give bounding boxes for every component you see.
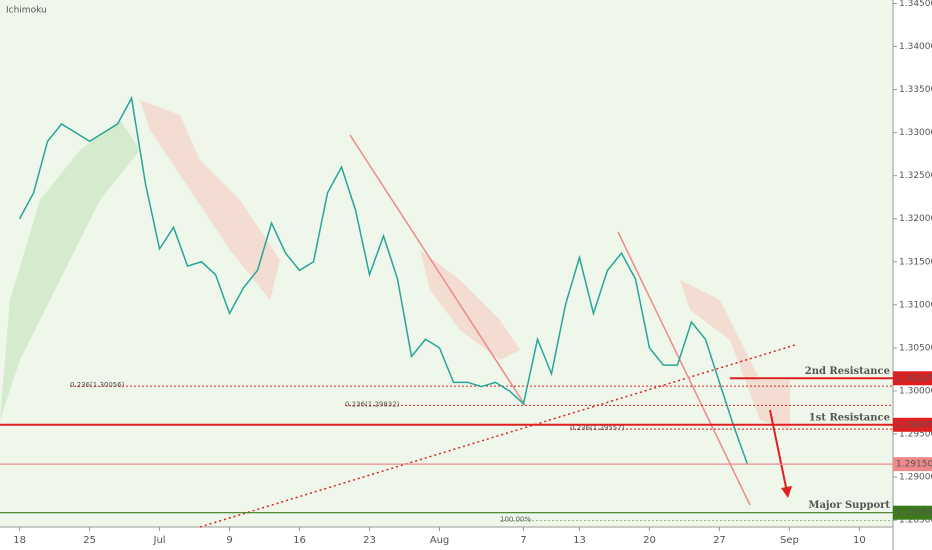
price-tag-label: 1.28586 bbox=[896, 508, 932, 518]
x-tick-label: 20 bbox=[643, 535, 656, 546]
cloud-red bbox=[140, 100, 280, 300]
cloud-red bbox=[420, 250, 520, 360]
fib-label: 0.236(1.29557) bbox=[570, 424, 625, 432]
forecast-arrowhead bbox=[781, 486, 792, 498]
cloud-green bbox=[0, 120, 140, 420]
x-tick-label: 25 bbox=[83, 535, 96, 546]
fib-label: 0.236(1.30056) bbox=[70, 381, 125, 389]
projection-arrow bbox=[617, 231, 751, 506]
y-tick-label: 1.31000 bbox=[899, 300, 932, 310]
indicator-label: Ichimoku bbox=[6, 6, 47, 16]
price-tag-label: 1.30147 bbox=[896, 374, 932, 384]
y-tick-label: 1.30000 bbox=[899, 386, 932, 396]
x-tick-label: 13 bbox=[573, 535, 586, 546]
y-tick-label: 1.34000 bbox=[899, 42, 932, 52]
cloud-red bbox=[680, 280, 790, 430]
y-tick-label: 1.30500 bbox=[899, 343, 932, 353]
x-tick-label: 10 bbox=[853, 535, 866, 546]
y-tick-label: 1.29000 bbox=[899, 473, 932, 483]
y-tick-label: 1.32500 bbox=[899, 171, 932, 181]
trendline bbox=[199, 344, 796, 528]
x-tick-label: 7 bbox=[520, 535, 526, 546]
level-name: 2nd Resistance bbox=[805, 366, 890, 377]
x-tick-label: 18 bbox=[13, 535, 26, 546]
level-name: Major Support bbox=[808, 500, 890, 511]
y-tick-label: 1.33500 bbox=[899, 85, 932, 95]
y-tick-label: 1.31500 bbox=[899, 257, 932, 267]
x-tick-label: Jul bbox=[153, 535, 166, 546]
price-tag bbox=[893, 457, 932, 472]
y-tick-label: 1.32000 bbox=[899, 214, 932, 224]
y-tick-label: 1.29500 bbox=[899, 430, 932, 440]
y-tick-label: 1.28500 bbox=[899, 516, 932, 526]
y-tick-label: 1.33000 bbox=[899, 128, 932, 138]
x-tick-label: 23 bbox=[363, 535, 376, 546]
projection-arrow bbox=[349, 134, 526, 406]
plot-background bbox=[0, 0, 893, 527]
x-axis-panel bbox=[0, 527, 893, 550]
price-line bbox=[18, 95, 749, 465]
price-tag-label: 1.29150 bbox=[896, 460, 932, 470]
price-tag bbox=[893, 417, 932, 432]
x-tick-label: Sep bbox=[780, 535, 799, 546]
y-tick-label: 1.34500 bbox=[899, 0, 932, 9]
forecast-arrow bbox=[769, 409, 788, 493]
price-tag bbox=[893, 371, 932, 386]
price-tag bbox=[893, 505, 932, 520]
fib-label: 0.236(1.29832) bbox=[345, 400, 400, 408]
x-tick-label: 9 bbox=[226, 535, 232, 546]
x-tick-label: Aug bbox=[430, 535, 450, 546]
level-name: 1st Resistance bbox=[809, 412, 890, 423]
fib-label: 100.00% bbox=[500, 515, 531, 523]
price-tag-label: 1.29607 bbox=[896, 420, 932, 430]
x-tick-label: 16 bbox=[293, 535, 306, 546]
x-tick-label: 27 bbox=[713, 535, 726, 546]
